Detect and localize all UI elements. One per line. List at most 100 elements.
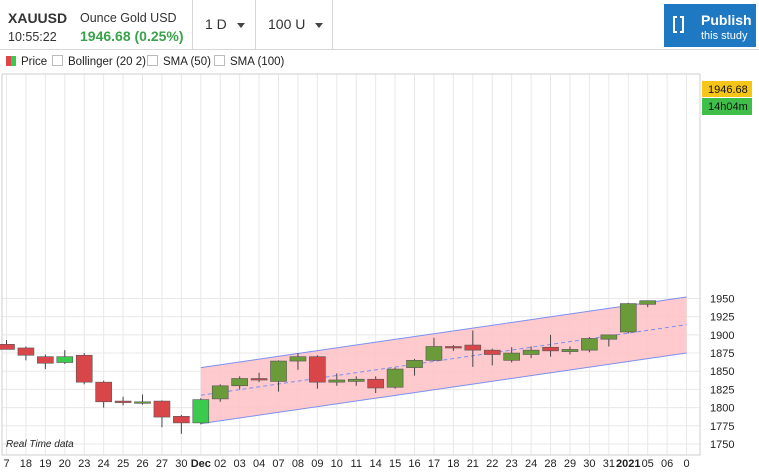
candle-body	[0, 344, 15, 350]
x-tick-label: 20	[59, 458, 71, 470]
x-tick-label: 7	[3, 458, 9, 470]
countdown-tag	[702, 98, 752, 115]
publish-icon	[673, 15, 684, 34]
x-tick-label: 29	[564, 458, 576, 470]
candle-body	[134, 401, 151, 404]
x-tick-label: 0	[683, 458, 689, 470]
x-tick-label: 26	[136, 458, 148, 470]
candle-body	[270, 360, 287, 382]
realtime-note: Real Time data	[6, 439, 74, 450]
candle-body	[639, 300, 656, 305]
x-tick-label: 02	[214, 458, 226, 470]
x-tick-label: 24	[525, 458, 537, 470]
legend-item-price[interactable]: Price	[6, 54, 47, 70]
x-tick-label: 11	[351, 458, 362, 470]
x-tick-label: 09	[311, 458, 323, 470]
channel-lower-line	[200, 352, 687, 425]
candle-body	[153, 400, 171, 418]
x-tick-label: 22	[486, 458, 498, 470]
x-tick-label: 24	[98, 458, 110, 470]
interval-dropdown[interactable]: 1 D	[192, 0, 255, 49]
checkbox-icon	[214, 55, 225, 66]
candle-body	[561, 349, 579, 352]
candle-body	[250, 378, 268, 381]
publish-button[interactable]: Publish this study	[664, 4, 756, 47]
candle-body	[503, 352, 520, 361]
price-color-icon	[6, 56, 16, 66]
channel-upper-line	[200, 296, 687, 369]
x-tick-label: 18	[447, 458, 459, 470]
units-dropdown[interactable]: 100 U	[255, 0, 333, 49]
candle-body	[231, 378, 248, 387]
publish-sublabel: this study	[701, 30, 748, 42]
instrument-description: Ounce Gold USD	[80, 11, 177, 25]
y-tick-label: 1825	[710, 384, 734, 396]
quote-time: 10:55:22	[8, 30, 57, 44]
x-tick-label: 31	[603, 458, 615, 470]
legend-item-sma50[interactable]: SMA (50)	[147, 54, 211, 70]
candle-body	[445, 346, 462, 349]
x-tick-label: 06	[661, 458, 673, 470]
last-quote: 1946.68 (0.25%)	[80, 28, 184, 44]
candle-body	[192, 399, 210, 424]
x-tick-label: 15	[389, 458, 401, 470]
candle-body	[309, 356, 326, 383]
units-value: 100 U	[268, 16, 306, 32]
y-tick-label: 1950	[710, 293, 734, 305]
candle-body	[542, 346, 559, 352]
y-tick-label: 1925	[710, 312, 734, 324]
interval-value: 1 D	[205, 16, 227, 32]
x-tick-label: 08	[292, 458, 304, 470]
candle-body	[211, 385, 229, 400]
candle-body	[328, 379, 346, 383]
top-toolbar: XAUUSD Ounce Gold USD 10:55:22 1946.68 (…	[0, 0, 759, 50]
y-tick-label: 1900	[710, 330, 734, 342]
symbol-label[interactable]: XAUUSD	[8, 10, 68, 26]
y-tick-label: 1850	[710, 366, 734, 378]
chevron-down-icon	[315, 22, 324, 28]
x-tick-label: 05	[642, 458, 654, 470]
x-tick-label: 14	[370, 458, 382, 470]
candle-body	[619, 303, 637, 333]
last-price-label: 1946.68	[708, 84, 748, 96]
x-tick-label: 17	[428, 458, 440, 470]
last-price-tag	[702, 81, 752, 97]
y-tick-label: 1875	[710, 348, 734, 360]
x-tick-label: 2021	[616, 458, 640, 470]
candle-body	[17, 347, 35, 356]
publish-label: Publish	[701, 12, 752, 28]
candle-body	[347, 378, 365, 382]
candle-body	[600, 334, 618, 340]
candle-body	[464, 344, 482, 351]
x-tick-label: Dec	[191, 458, 211, 470]
x-tick-label: 27	[156, 458, 168, 470]
x-tick-label: 28	[544, 458, 556, 470]
candle-body	[173, 416, 190, 424]
y-tick-label: 1750	[710, 439, 734, 451]
x-tick-label: 30	[175, 458, 187, 470]
candle-body	[483, 349, 501, 355]
plot-border	[1, 73, 701, 456]
x-tick-label: 21	[467, 458, 479, 470]
candle-body	[581, 338, 598, 351]
candle-body	[114, 400, 132, 403]
y-tick-label: 1800	[710, 403, 734, 415]
x-tick-label: 25	[117, 458, 129, 470]
candle-body	[95, 381, 112, 403]
candle-body	[37, 356, 54, 364]
candle-body	[425, 346, 443, 361]
candle-body	[367, 378, 384, 389]
checkbox-icon	[52, 55, 63, 66]
chevron-down-icon	[236, 22, 245, 28]
x-tick-label: 04	[253, 458, 265, 470]
candle-body	[406, 360, 423, 368]
x-tick-label: 10	[331, 458, 343, 470]
candle-body	[386, 368, 404, 388]
x-tick-label: 19	[39, 458, 51, 470]
x-tick-label: 03	[234, 458, 246, 470]
candle-body	[289, 356, 307, 362]
legend-item-bollinger[interactable]: Bollinger (20 2)	[52, 54, 146, 70]
legend-item-sma100[interactable]: SMA (100)	[214, 54, 284, 70]
x-tick-label: 07	[272, 458, 284, 470]
